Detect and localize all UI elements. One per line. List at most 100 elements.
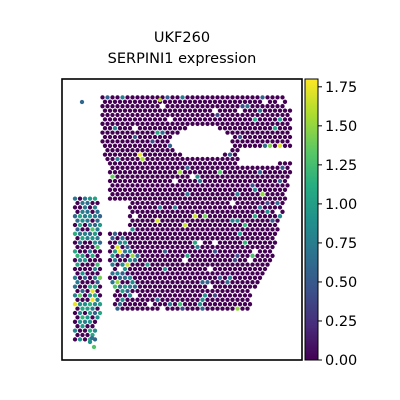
spot-point xyxy=(192,108,198,113)
spot-point xyxy=(95,288,100,294)
spot-point xyxy=(157,266,163,272)
spot-point xyxy=(160,130,165,135)
spot-point xyxy=(257,187,263,192)
spot-point xyxy=(142,240,148,245)
spot-point xyxy=(202,258,208,263)
spot-point xyxy=(232,231,238,236)
spot-point xyxy=(242,222,248,228)
spot-point xyxy=(237,117,243,122)
spot-point xyxy=(242,240,248,245)
spot-point xyxy=(172,99,178,104)
colorbar xyxy=(304,78,319,361)
spot-point xyxy=(240,112,245,118)
spot-point xyxy=(127,222,133,228)
spot-point xyxy=(75,297,80,302)
spot-point xyxy=(142,222,148,228)
spot-point xyxy=(225,280,230,285)
spot-point xyxy=(285,112,290,118)
spot-point xyxy=(202,284,208,289)
spot-point xyxy=(157,284,163,289)
spot-point xyxy=(227,178,233,184)
spot-point xyxy=(190,306,195,311)
spot-point xyxy=(107,99,113,104)
spot-point xyxy=(217,302,223,307)
spot-point xyxy=(257,117,263,122)
spot-point xyxy=(272,117,278,122)
spot-point xyxy=(175,262,180,267)
spot-point xyxy=(142,214,148,219)
spot-point xyxy=(225,95,230,100)
spot-point xyxy=(272,196,278,201)
spot-point xyxy=(225,306,230,311)
spot-point xyxy=(80,306,85,311)
spot-point xyxy=(242,170,248,175)
spot-point xyxy=(82,240,88,245)
spot-point xyxy=(175,192,180,197)
spot-point xyxy=(170,288,175,294)
spot-point xyxy=(195,236,200,241)
spot-point xyxy=(117,126,123,131)
spot-point xyxy=(145,227,150,232)
spot-point xyxy=(215,209,220,214)
spot-point xyxy=(147,205,153,210)
spot-point xyxy=(137,152,143,157)
spot-point xyxy=(157,97,163,103)
spot-point xyxy=(212,205,218,210)
spot-point xyxy=(225,236,230,241)
spot-point xyxy=(237,258,243,263)
spot-point xyxy=(180,297,185,302)
spot-point xyxy=(125,244,130,250)
spot-point xyxy=(222,258,228,263)
spot-point xyxy=(185,121,190,126)
spot-point xyxy=(262,117,268,122)
spot-point xyxy=(175,183,180,188)
spot-point xyxy=(157,302,163,307)
spot-point xyxy=(240,209,245,214)
spot-point xyxy=(125,192,130,197)
spot-point xyxy=(152,214,158,219)
spot-point xyxy=(267,222,273,228)
spot-point xyxy=(272,205,278,210)
spot-point xyxy=(180,218,185,223)
spot-point xyxy=(220,244,225,250)
spot-point xyxy=(85,324,90,329)
spot-point xyxy=(207,178,213,184)
spot-point xyxy=(150,271,155,276)
spot-point xyxy=(230,280,235,285)
spot-point xyxy=(107,249,113,254)
spot-point xyxy=(92,310,98,316)
spot-point xyxy=(107,152,113,157)
spot-point xyxy=(205,121,210,126)
spot-point xyxy=(135,218,140,223)
spot-point xyxy=(192,231,198,236)
spot-point xyxy=(187,293,193,298)
spot-point xyxy=(275,95,280,100)
spot-point xyxy=(90,236,95,241)
spot-point xyxy=(195,218,200,223)
spot-point xyxy=(287,117,293,122)
spot-point xyxy=(212,196,218,201)
spot-point xyxy=(152,249,158,254)
spot-point xyxy=(172,302,178,307)
spot-point xyxy=(195,297,200,302)
spot-point xyxy=(107,134,113,140)
spot-point xyxy=(240,174,245,179)
spot-point xyxy=(182,205,188,210)
spot-point xyxy=(117,196,123,201)
spot-point xyxy=(92,205,98,210)
spot-point xyxy=(247,205,253,210)
spot-point xyxy=(212,187,218,192)
spot-point xyxy=(130,253,135,258)
spot-point xyxy=(135,297,140,302)
spot-point xyxy=(220,236,225,241)
spot-point xyxy=(152,266,158,272)
spot-point xyxy=(135,236,140,241)
spot-point xyxy=(252,170,258,175)
spot-point xyxy=(235,306,240,311)
spot-point xyxy=(192,196,198,201)
spot-point xyxy=(195,121,200,126)
spot-point xyxy=(200,227,205,232)
spot-point xyxy=(220,95,225,100)
spot-point xyxy=(92,249,98,254)
spot-point xyxy=(272,231,278,236)
